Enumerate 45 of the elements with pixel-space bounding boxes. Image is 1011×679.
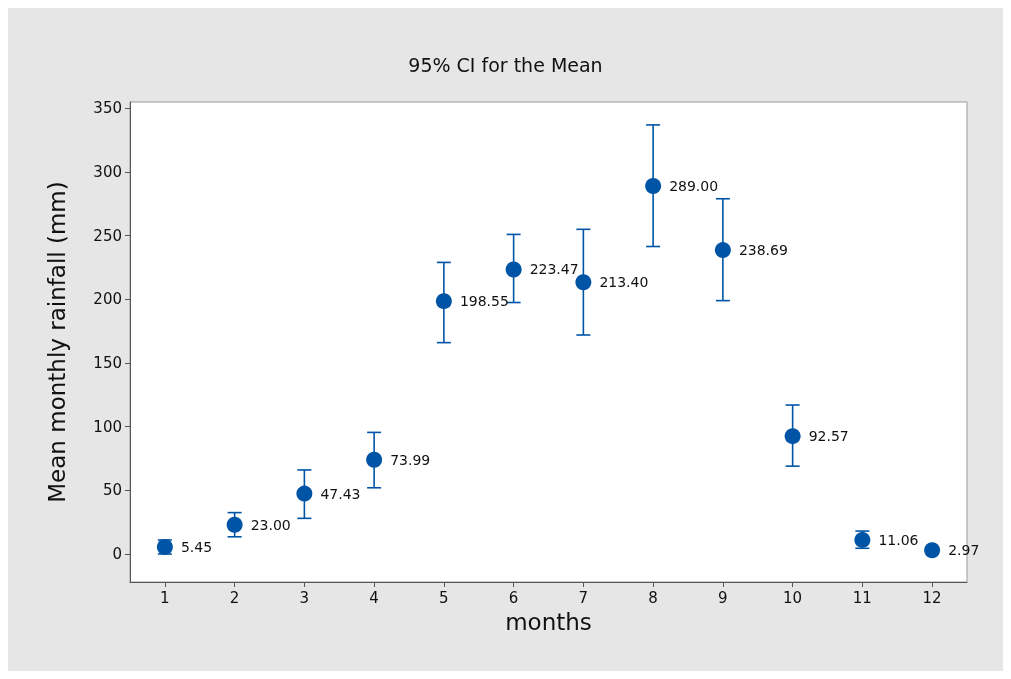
data-label: 73.99 [390, 451, 431, 468]
x-tick-label: 8 [648, 588, 658, 607]
data-label: 2.97 [948, 542, 980, 559]
x-tick-label: 4 [369, 588, 379, 607]
point [296, 485, 313, 502]
point [505, 261, 522, 278]
y-tick-label: 200 [93, 290, 122, 309]
x-tick-label: 11 [852, 588, 872, 607]
point [645, 178, 662, 195]
y-tick-label: 150 [93, 354, 122, 373]
data-label: 47.43 [320, 485, 361, 502]
point [226, 516, 243, 533]
y-tick-label: 100 [93, 417, 122, 436]
data-label: 289.00 [669, 178, 719, 195]
data-label: 23.00 [250, 516, 291, 533]
y-tick-label: 250 [93, 226, 122, 245]
point [435, 293, 452, 310]
point [784, 428, 801, 445]
chart-title: 95% CI for the Mean [408, 53, 603, 76]
x-axis-title: months [505, 608, 592, 635]
data-label: 11.06 [878, 531, 919, 548]
y-tick-label: 300 [93, 163, 122, 182]
data-label: 198.55 [459, 293, 509, 310]
data-label: 5.45 [180, 539, 213, 556]
point [366, 451, 383, 468]
x-tick-label: 2 [229, 588, 240, 607]
x-tick-label: 6 [508, 588, 519, 607]
point [924, 542, 941, 559]
x-tick-label: 1 [160, 588, 170, 607]
y-tick-label: 50 [102, 481, 122, 500]
point [714, 242, 731, 259]
x-tick-label: 5 [439, 588, 449, 607]
x-tick-label: 12 [922, 588, 942, 607]
point [575, 274, 592, 291]
y-tick-label: 0 [112, 544, 122, 563]
x-tick-label: 10 [783, 588, 803, 607]
x-tick-label: 9 [718, 588, 728, 607]
data-label: 92.57 [808, 428, 849, 445]
data-label: 213.40 [599, 274, 649, 291]
y-axis-title: Mean monthly rainfall (mm) [43, 181, 70, 503]
x-tick-label: 3 [299, 588, 310, 607]
x-tick-label: 7 [578, 588, 589, 607]
y-tick-label: 350 [93, 99, 122, 118]
data-label: 238.69 [738, 242, 788, 259]
data-label: 223.47 [529, 261, 579, 278]
